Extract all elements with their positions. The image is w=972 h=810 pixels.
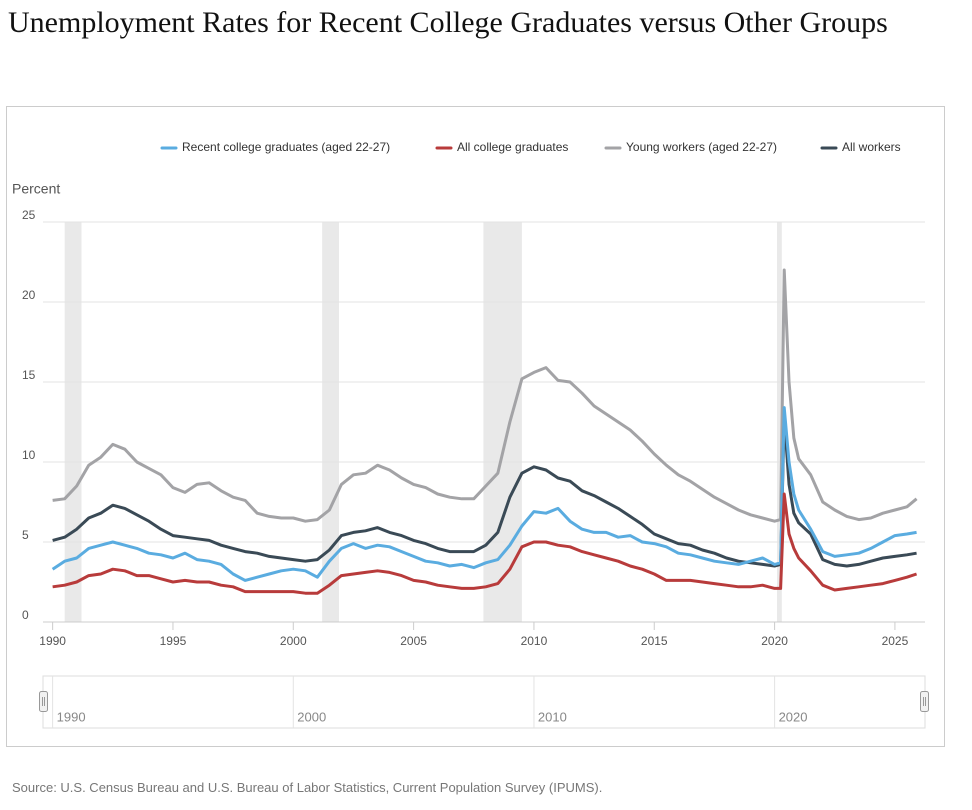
navigator-handle-right[interactable]: [920, 691, 929, 712]
navigator-label: 2020: [779, 709, 808, 724]
legend-item[interactable]: Young workers (aged 22-27): [604, 140, 777, 154]
y-tick-label: 15: [22, 368, 36, 382]
y-tick-label: 10: [22, 448, 36, 462]
recession-band: [64, 222, 82, 622]
y-axis-label: Percent: [12, 181, 60, 197]
legend-item[interactable]: Recent college graduates (aged 22-27): [160, 140, 390, 154]
legend-item[interactable]: All workers: [820, 140, 901, 154]
x-tick-label: 1990: [39, 634, 66, 648]
x-tick-label: 2010: [521, 634, 548, 648]
x-tick-label: 2015: [641, 634, 668, 648]
x-tick-label: 2025: [882, 634, 909, 648]
legend-item[interactable]: All college graduates: [435, 140, 568, 154]
series-line: [52, 268, 918, 523]
navigator-label: 2010: [538, 709, 567, 724]
navigator-label: 2000: [297, 709, 326, 724]
navigator-handle-left[interactable]: [39, 691, 48, 712]
y-tick-label: 20: [22, 288, 36, 302]
legend-label: All college graduates: [457, 140, 568, 154]
y-tick-label: 0: [22, 608, 29, 622]
chart-frame: [6, 106, 945, 747]
legend-label: Recent college graduates (aged 22-27): [182, 140, 390, 154]
legend-label: Young workers (aged 22-27): [626, 140, 777, 154]
recession-band: [776, 222, 782, 622]
series-line: [52, 492, 918, 595]
y-tick-label: 5: [22, 528, 29, 542]
x-tick-label: 2000: [280, 634, 307, 648]
recession-band: [322, 222, 340, 622]
chart-title: Unemployment Rates for Recent College Gr…: [8, 6, 888, 39]
y-tick-label: 25: [22, 208, 36, 222]
x-tick-label: 2005: [400, 634, 427, 648]
series-line: [51, 406, 917, 582]
legend-label: All workers: [842, 140, 901, 154]
x-tick-label: 1995: [160, 634, 187, 648]
x-tick-label: 2020: [761, 634, 788, 648]
source-note: Source: U.S. Census Bureau and U.S. Bure…: [12, 780, 603, 795]
navigator-label: 1990: [57, 709, 86, 724]
